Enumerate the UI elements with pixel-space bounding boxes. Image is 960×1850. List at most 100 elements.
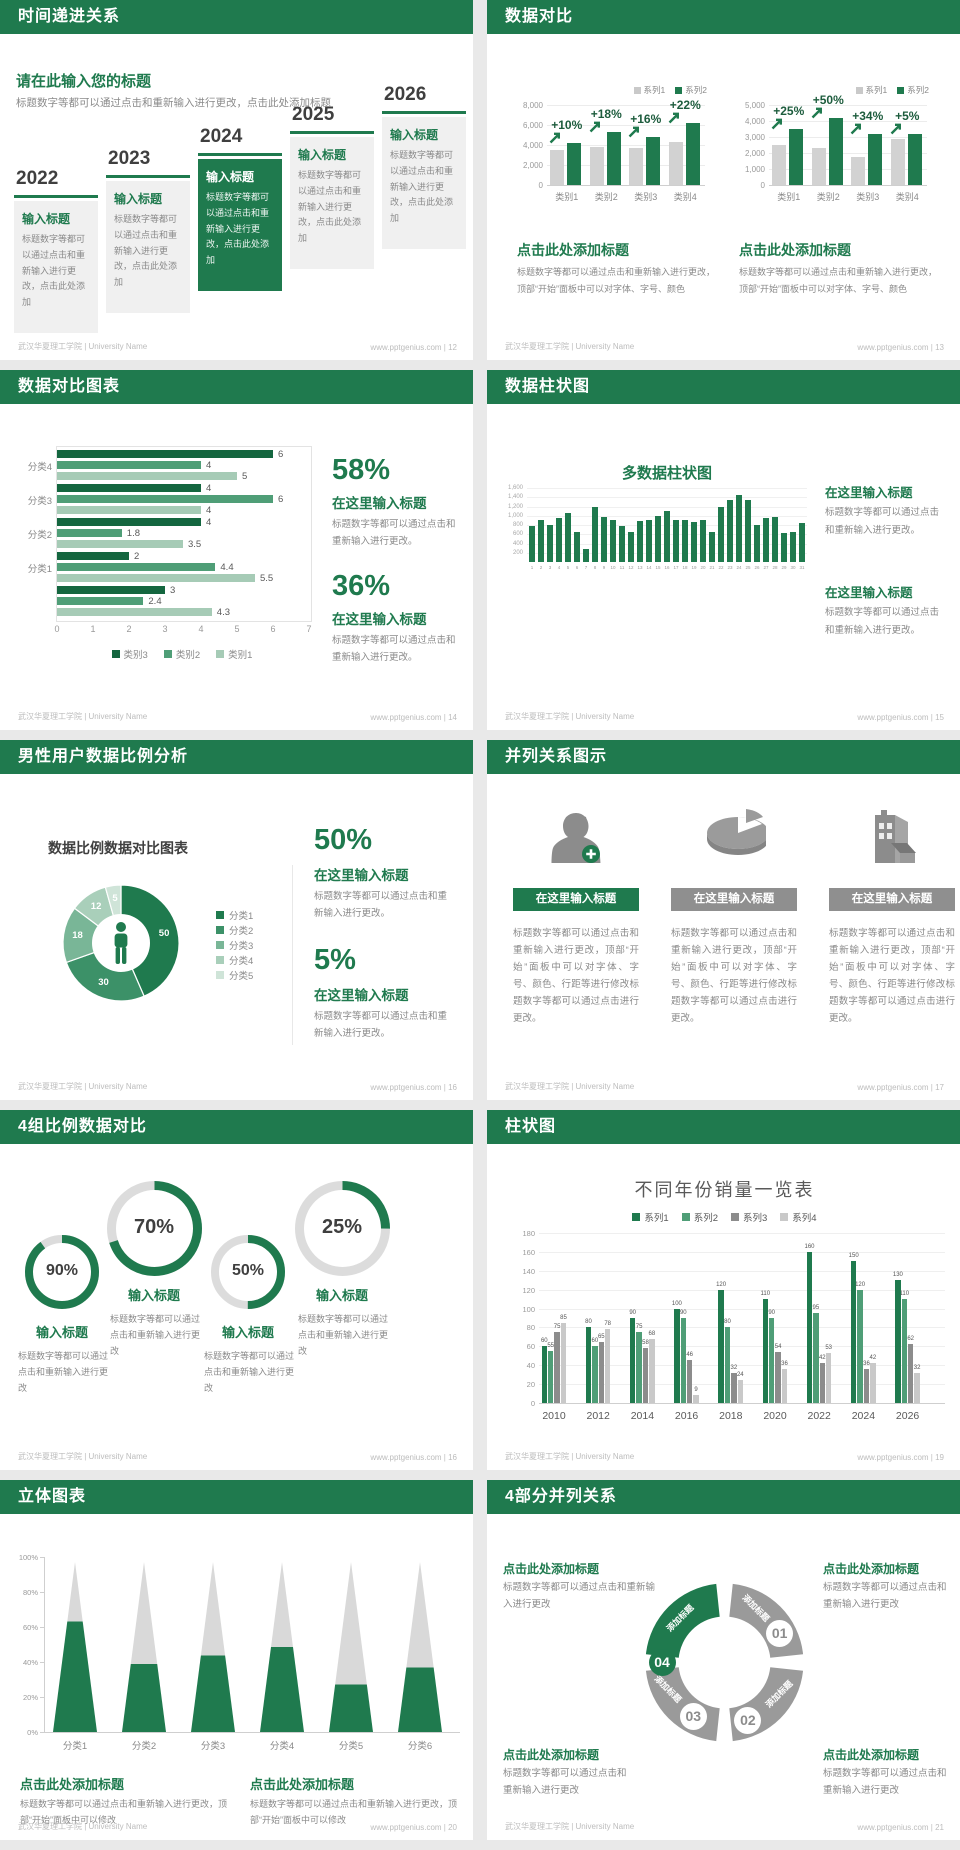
footer-university: 武汉华夏理工学院 | University Name (18, 342, 148, 351)
cone (329, 1562, 373, 1732)
legend-label: 系列1 (643, 85, 666, 95)
slide-content: 多数据柱状图 200 400 600 800 1,000 1,200 1,400 1,600 1 2… (487, 370, 960, 730)
bar-value-label: 62 (907, 1336, 915, 1343)
slide-16[interactable]: 男性用户数据比例分析 数据比例数据对比图表 50 30 18 12 5 分类1 分类2 分类3 分… (0, 740, 473, 1100)
legend-swatch (216, 926, 224, 934)
x-tick-label: 2 (539, 565, 543, 570)
bar-series2 (907, 133, 922, 185)
block-body: 标题数字等都可以通过点击和重新输入进行更改 (503, 1768, 627, 1796)
slide-17[interactable]: 并列关系图示 在这里输入标题 标题数字等都可以通过点击和重新输入进行更改，顶部“开… (487, 740, 960, 1100)
slide-20[interactable]: 立体图表 100% 80% 60% 40% 20% 0% 分类1 分类2 分类3 分类4 分类5 分类… (0, 1480, 473, 1840)
x-category-label: 分类4 (269, 1741, 295, 1752)
stat-value: 58% (332, 454, 391, 486)
slide-content: 系列1 系列2 0 2,000 4,000 6,000 8,000 +10% 类别1 +18% 类别… (487, 0, 960, 360)
slide-21[interactable]: 4部分并列关系 添加标题 添加标题 添加标题 添加标题 01 02 03 04 点击此处添加标题… (487, 1480, 960, 1840)
bar (863, 1369, 870, 1403)
bar-value-label: 2.4 (148, 596, 162, 607)
y-tick-label: 120 (522, 1285, 535, 1295)
footer-site-page: www.pptgenius.com | 13 (857, 343, 944, 352)
bar-value-label: 130 (892, 1272, 903, 1279)
x-tick-label: 2 (126, 624, 132, 634)
footer-university: 武汉华夏理工学院 | University Name (18, 712, 148, 721)
bar-value-label: 42 (869, 1355, 877, 1362)
slide-content: 在这里输入标题标题数字等都可以通过点击和重新输入进行更改，顶部“开始”面板中可以… (487, 740, 960, 1100)
bar (592, 506, 598, 562)
slide-14[interactable]: 数据对比图表 分类4 6 4 5 分类3 4 6 4 分类2 4 1.8 3.5 分类1 2 4.4 5.5 3… (0, 370, 473, 730)
chart-title: 不同年份销量一览表 (634, 1180, 815, 1200)
timeline-card: 输入标题 标题数字等都可以通过点击和重新输入进行更改，点击此处添加 (14, 201, 98, 333)
slide-content: 90% 输入标题 标题数字等都可以通过点击和重新输入进行更改 70% 输入标题 标题数字等… (0, 1110, 473, 1470)
slice-value-label: 30 (98, 977, 109, 989)
tick-mark (40, 1732, 44, 1733)
grid-line (527, 497, 807, 499)
chart-legend: 类别3 类别2 类别1 (56, 647, 308, 661)
grid-line (547, 165, 705, 166)
row-category-label: 分类3 (27, 496, 52, 507)
item-banner: 在这里输入标题 (513, 888, 639, 911)
footer-site-page: www.pptgenius.com | 12 (370, 343, 457, 352)
bar (646, 520, 652, 562)
legend-item: 系列1 (855, 84, 887, 96)
slice-value-label: 12 (90, 900, 102, 912)
slide-12[interactable]: 时间递进关系 请在此输入您的标题 标题数字等都可以通过点击和重新输入进行更改，点击… (0, 0, 473, 360)
x-tick-label: 29 (781, 565, 787, 570)
bar-series1 (589, 147, 604, 185)
stat-body: 标题数字等都可以通过点击和重新输入进行更改。 (314, 891, 448, 920)
bar-value-label: 36 (781, 1361, 788, 1367)
chart-title: 多数据柱状图 (621, 465, 712, 482)
h-bar (57, 461, 201, 469)
bar-value-label: 24 (736, 1372, 744, 1379)
footer-site-page: www.pptgenius.com | 15 (857, 713, 944, 722)
bar (637, 521, 643, 562)
ring-body: 标题数字等都可以通过点击和重新输入进行更改 (204, 1351, 295, 1394)
slide-15[interactable]: 数据柱状图 多数据柱状图 200 400 600 800 1,000 1,200 1,400 1… (487, 370, 960, 730)
item-body: 标题数字等都可以通过点击和重新输入进行更改，顶部“开始”面板中可以对字体、字号、… (513, 928, 639, 1024)
block-body: 标题数字等都可以通过点击和重新输入进行更改 (823, 1582, 947, 1610)
tick-mark (40, 1627, 44, 1628)
ring-title: 输入标题 (127, 1288, 180, 1303)
h-bar (57, 484, 201, 492)
block-body: 标题数字等都可以通过点击和重新输入进行更改。 (825, 607, 940, 636)
tick-mark (40, 1557, 44, 1558)
grid-line (769, 185, 927, 186)
x-tick-label: 12 (628, 565, 634, 570)
bar (619, 525, 625, 562)
bar (547, 1351, 554, 1403)
x-tick-label: 0 (54, 624, 60, 634)
bar (664, 511, 670, 562)
bar (895, 1280, 901, 1403)
legend-swatch (216, 650, 225, 658)
legend-label: 系列1 (644, 1213, 669, 1224)
segment-number: 02 (734, 1706, 762, 1734)
bar-series2 (868, 133, 882, 185)
block-title: 在这里输入标题 (825, 586, 913, 600)
footer-university: 武汉华夏理工学院 | University Name (505, 1822, 635, 1831)
x-category-label: 分类2 (131, 1741, 157, 1752)
stat-body: 标题数字等都可以通过点击和重新输入进行更改。 (332, 635, 456, 664)
x-category-label: 分类3 (200, 1741, 226, 1752)
h-bar (57, 563, 216, 571)
slide-header: 数据对比 (487, 0, 960, 34)
legend-swatch (111, 650, 120, 658)
x-tick-label: 15 (655, 565, 661, 570)
timeline-card: 输入标题 标题数字等都可以通过点击和重新输入进行更改，点击此处添加 (106, 181, 190, 313)
growth-label: +22% (669, 98, 701, 112)
bar (799, 522, 805, 562)
slide-13[interactable]: 数据对比 系列1 系列2 0 2,000 4,000 6,000 8,000 +10% 类别1 +… (487, 0, 960, 360)
x-tick-label: 16 (664, 565, 670, 570)
legend-label: 分类3 (229, 941, 254, 952)
bar (737, 1380, 743, 1403)
bar-value-label: 36 (863, 1361, 870, 1367)
legend-item: 系列2 (897, 84, 929, 96)
x-tick-label: 23 (727, 565, 733, 570)
x-category-label: 类别4 (673, 192, 697, 202)
legend-item: 类别3 (111, 647, 148, 661)
stat-body: 标题数字等都可以通过点击和重新输入进行更改。 (314, 1011, 448, 1040)
bar-value-label: 4.4 (220, 562, 234, 573)
legend-swatch (216, 971, 224, 979)
x-tick-label: 17 (673, 565, 679, 570)
slide-18[interactable]: 4组比例数据对比 90% 输入标题 标题数字等都可以通过点击和重新输入进行更改 70%… (0, 1110, 473, 1470)
slide-19[interactable]: 柱状图 不同年份销量一览表 系列1 系列2 系列3 系列4 0 20 40 60 80 100 120… (487, 1110, 960, 1470)
grid-line (547, 145, 705, 146)
grid-line (539, 1289, 945, 1291)
